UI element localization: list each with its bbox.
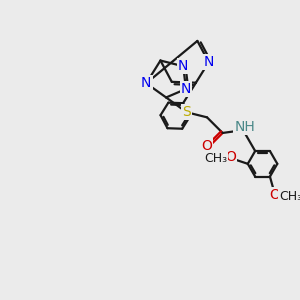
- Text: CH₃: CH₃: [204, 152, 227, 165]
- Text: N: N: [203, 55, 214, 69]
- Text: NH: NH: [234, 120, 255, 134]
- Text: N: N: [141, 76, 152, 90]
- Text: N: N: [178, 59, 188, 73]
- Text: O: O: [270, 188, 280, 202]
- Text: O: O: [201, 139, 212, 153]
- Text: S: S: [182, 105, 191, 119]
- Text: N: N: [181, 82, 191, 96]
- Text: CH₃: CH₃: [279, 190, 300, 203]
- Text: O: O: [225, 150, 236, 164]
